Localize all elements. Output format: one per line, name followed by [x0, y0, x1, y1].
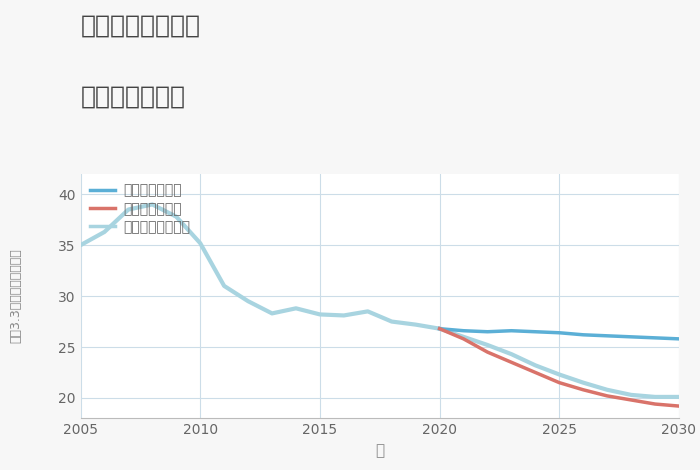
X-axis label: 年: 年 [375, 443, 384, 458]
Text: 兵庫県西飾磨駅の: 兵庫県西飾磨駅の [80, 14, 200, 38]
Text: 坪（3.3㎡）単価（万円）: 坪（3.3㎡）単価（万円） [9, 249, 22, 344]
Text: 土地の価格推移: 土地の価格推移 [80, 85, 186, 109]
Legend: グッドシナリオ, バッドシナリオ, ノーマルシナリオ: グッドシナリオ, バッドシナリオ, ノーマルシナリオ [88, 181, 193, 237]
